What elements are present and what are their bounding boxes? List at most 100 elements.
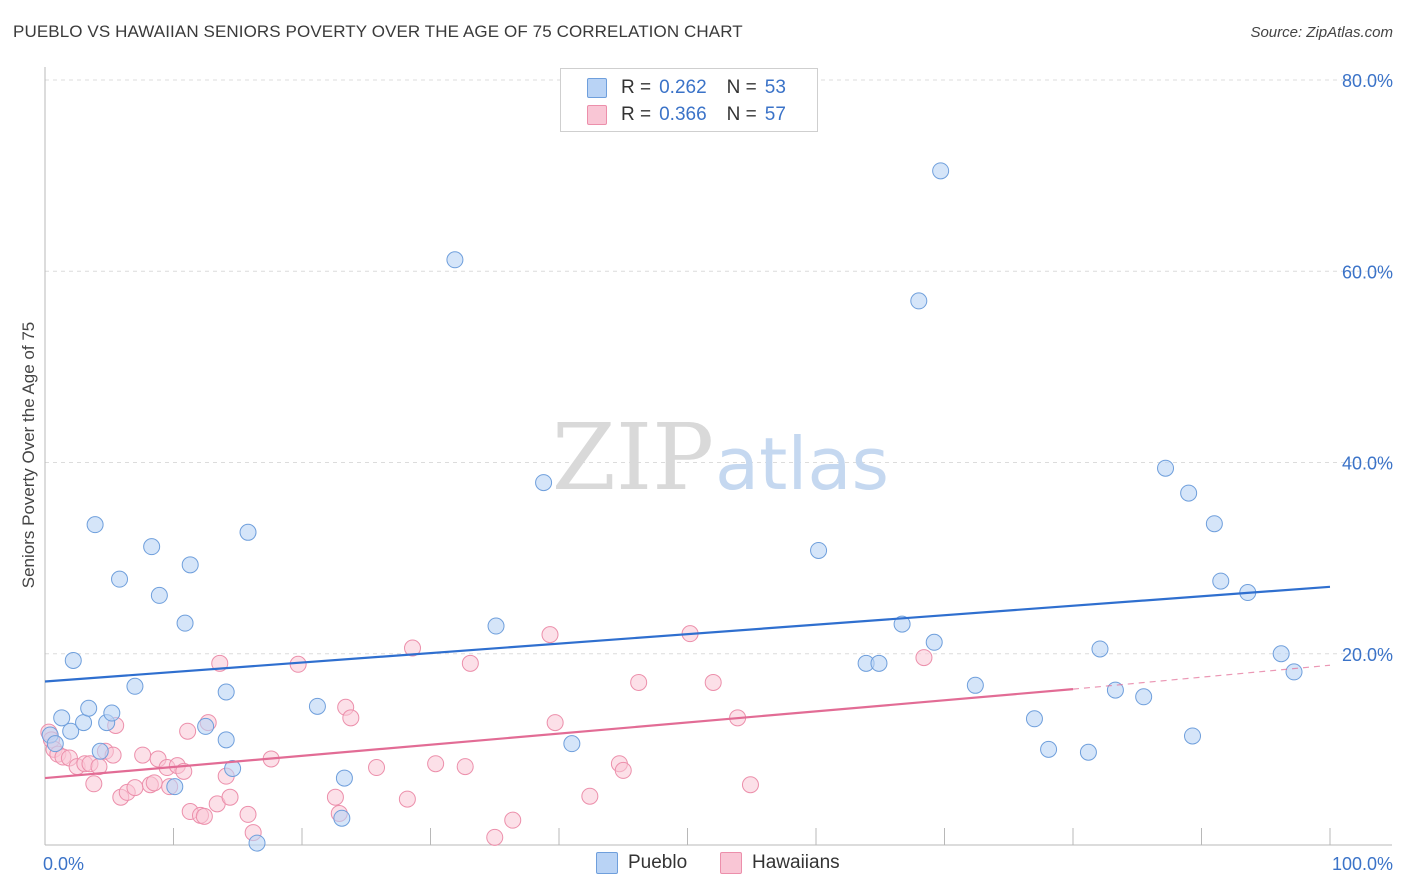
grid-layer [45,79,1392,655]
pueblo-point [53,709,71,727]
hawaiian-point [546,714,564,732]
hawaiian-point [581,787,599,805]
pueblo-point [893,615,911,633]
pueblo-point [1135,688,1153,706]
x-tick-label: 100.0% [1332,854,1393,874]
hawaiian-point [126,779,144,797]
pueblo-trend-line [44,585,1331,683]
hawaiian-point [179,722,197,740]
legend-pueblo-label: Pueblo [628,852,688,873]
x-tick-label: 0.0% [43,854,84,874]
pueblo-point [535,474,553,492]
pueblo-point [91,742,109,760]
hawaiian-point [342,709,360,727]
pueblo-point [248,834,266,852]
pueblo-point [86,516,104,534]
hawaiian-point [398,790,416,808]
pueblo-point [1040,740,1058,758]
hawaiian-point [630,673,648,691]
legend-n-value: 57 [764,104,786,125]
legend-r-label: R = [621,104,652,125]
y-tick-label: 80.0% [1342,71,1393,91]
watermark: ZIP atlas [552,404,889,511]
hawaiian-point [134,746,152,764]
pueblo-point [111,570,129,588]
pueblo-point [1205,515,1223,533]
pueblo-point [80,699,98,717]
hawaiians-swatch [720,852,742,874]
pueblo-point [62,722,80,740]
pueblo-point [870,654,888,672]
legend-hawaiians-label: Hawaiians [752,852,840,873]
pueblo-point [126,677,144,695]
pueblo-point [932,162,950,180]
hawaiian-point [504,811,522,829]
hawaiian-trend-line [44,688,1074,780]
source-label: Source: ZipAtlas.com [1250,24,1393,41]
hawaiian-point [915,649,933,667]
pueblo-point [75,714,93,732]
pueblo-point [446,251,464,269]
pueblo-point [1180,484,1198,502]
hawaiian-point [195,807,213,825]
pueblo-point [308,697,326,715]
pueblo-point [239,523,257,541]
pueblo-point [217,731,235,749]
legend-item-hawaiians[interactable]: Hawaiians [720,852,840,874]
watermark-atlas: atlas [715,422,889,506]
watermark-zip: ZIP [552,404,714,511]
legend-r-value: 0.262 [659,77,707,98]
hawaiian-point [404,639,422,657]
pueblo-point [103,704,121,722]
hawaiian-point [456,758,474,776]
pueblo-point [925,633,943,651]
pueblo-point [966,676,984,694]
pueblo-point [1025,710,1043,728]
series-legend: Pueblo Hawaiians [0,852,1406,876]
legend-r-label: R = [621,77,652,98]
hawaiian-point [326,788,344,806]
legend-row-pueblo: R = 0.262 N = 53 [587,77,786,99]
hawaiian-point [85,775,103,793]
pueblo-points [41,162,1303,852]
pueblo-point [166,778,184,796]
y-tick-label: 40.0% [1342,454,1393,474]
hawaiian-point [427,755,445,773]
pueblo-point [217,683,235,701]
legend-item-pueblo[interactable]: Pueblo [596,852,687,874]
pueblo-point [224,760,242,777]
pueblo-point [910,292,928,310]
legend-r-value: 0.366 [659,104,707,125]
y-tick-label: 60.0% [1342,262,1393,282]
pueblo-point [1272,645,1290,663]
pueblo-point [1091,640,1109,658]
pueblo-point [810,541,828,559]
trend-lines [44,585,1331,780]
pueblo-point [46,735,64,753]
pueblo-point [333,809,351,827]
hawaiian-points [40,625,933,846]
legend-n-label: N = [726,77,757,98]
pueblo-point [176,614,194,632]
legend-n-value: 53 [764,77,786,98]
hawaiian-point [541,626,559,644]
pueblo-swatch [596,852,618,874]
correlation-legend: R = 0.262 N = 53 R = 0.366 N = 57 [560,68,818,132]
hawaiian-point [461,654,479,672]
y-tick-label: 20.0% [1342,645,1393,665]
pueblo-point [1212,572,1230,590]
hawaiians-swatch [587,105,607,125]
hawaiian-point [486,828,504,846]
hawaiian-point [614,761,632,779]
pueblo-point [1285,663,1303,681]
legend-row-hawaiians: R = 0.366 N = 57 [587,104,786,126]
pueblo-point [1079,743,1097,761]
hawaiian-point [704,673,722,691]
hawaiian-point [239,805,257,823]
legend-n-label: N = [726,104,757,125]
hawaiian-point [741,776,759,794]
hawaiian-point [368,759,386,777]
axis-labels: 20.0% 40.0% 60.0% 80.0% 0.0% 100.0% Seniors Po… [19,71,1393,874]
pueblo-point [1184,727,1202,745]
